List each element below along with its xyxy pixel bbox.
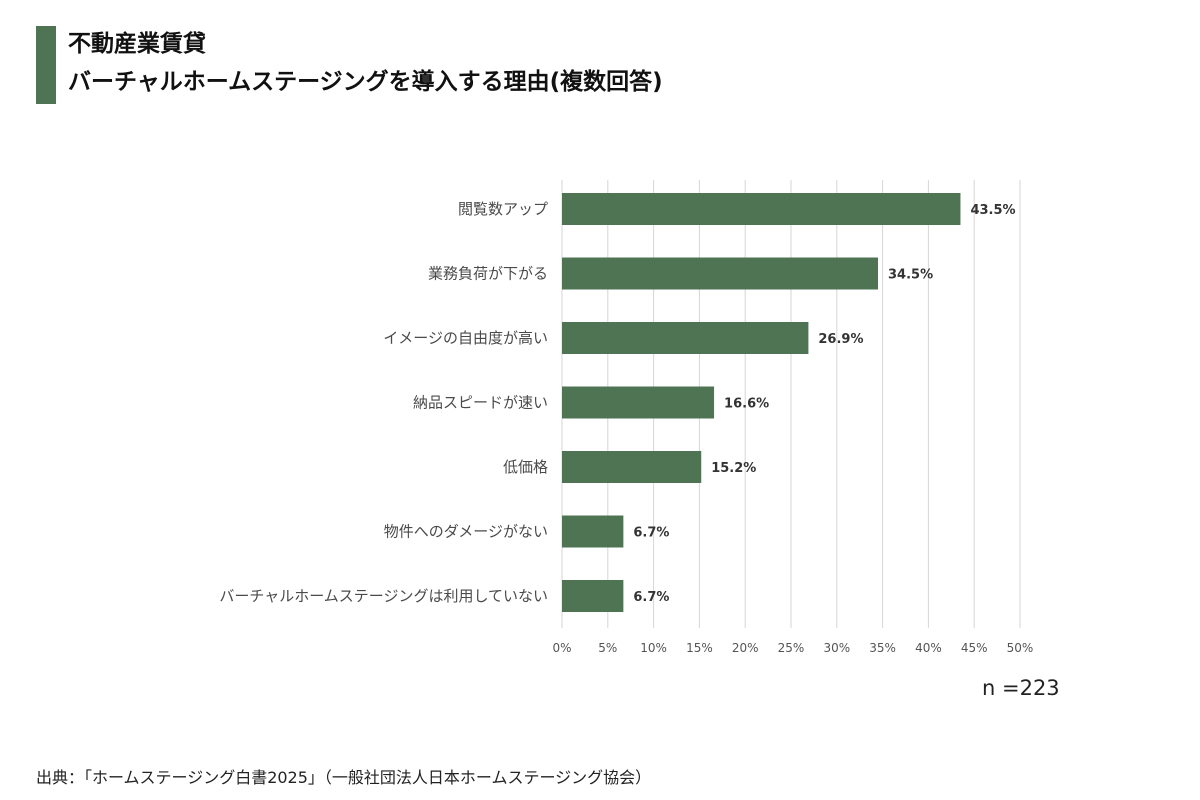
bar <box>562 193 961 225</box>
x-tick-label: 15% <box>686 641 713 655</box>
title-line-2: バーチャルホームステージングを導入する理由(複数回答) <box>68 69 663 95</box>
sample-size: n =223 <box>982 676 1060 700</box>
category-label: 低価格 <box>503 458 548 476</box>
source-note: 出典：「ホームステージング白書2025」（一般社団法人日本ホームステージング協会… <box>36 768 652 787</box>
x-tick-label: 0% <box>552 641 571 655</box>
value-label: 26.9% <box>818 332 863 347</box>
bar <box>562 386 715 419</box>
category-label: 納品スピードが速い <box>413 394 548 412</box>
title-line-1: 不動産業賃貸 <box>68 31 206 57</box>
bar <box>562 580 624 612</box>
value-label: 16.6% <box>724 397 769 412</box>
x-tick-label: 5% <box>598 641 617 655</box>
value-label: 43.5% <box>970 203 1015 218</box>
x-tick-label: 45% <box>961 641 988 655</box>
chart-title: 不動産業賃貸 バーチャルホームステージングを導入する理由(複数回答) <box>68 26 663 102</box>
value-label: 34.5% <box>888 268 933 283</box>
value-label: 6.7% <box>633 590 669 605</box>
category-label: 物件へのダメージがない <box>384 523 548 541</box>
category-label: 閲覧数アップ <box>458 200 548 218</box>
x-tick-label: 25% <box>778 641 805 655</box>
x-tick-label: 20% <box>732 641 759 655</box>
bar <box>562 451 702 483</box>
value-label: 15.2% <box>711 461 756 476</box>
bar <box>562 257 879 290</box>
category-label: バーチャルホームステージングは利用していない <box>219 587 548 605</box>
category-label: イメージの自由度が高い <box>383 329 548 347</box>
value-label: 6.7% <box>633 526 669 541</box>
x-tick-label: 10% <box>640 641 667 655</box>
bar <box>562 322 809 354</box>
category-label: 業務負荷が下がる <box>428 265 548 283</box>
x-tick-label: 30% <box>823 641 850 655</box>
x-tick-label: 40% <box>915 641 942 655</box>
x-tick-label: 35% <box>869 641 896 655</box>
title-accent-bar <box>36 26 56 104</box>
x-tick-label: 50% <box>1007 641 1034 655</box>
bar <box>562 515 624 548</box>
